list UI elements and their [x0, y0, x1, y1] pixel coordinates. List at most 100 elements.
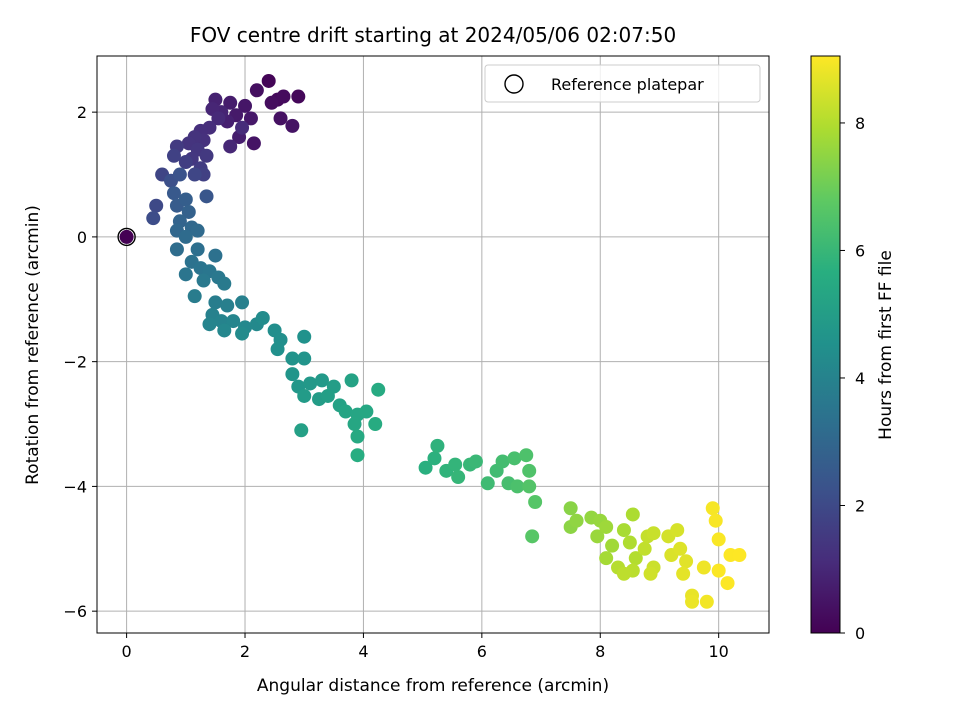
data-point-62 [220, 298, 235, 313]
data-point-49 [178, 229, 193, 244]
data-point-4 [264, 95, 279, 110]
plot-frame [96, 55, 770, 634]
data-point-126 [616, 523, 631, 538]
data-point-149 [708, 513, 723, 528]
data-point-146 [696, 560, 711, 575]
chart-title: FOV centre drift starting at 2024/05/06 … [190, 23, 676, 47]
y-tick-label-4: −6 [63, 602, 87, 621]
y-axis-ticks: 2 0 −2 −4 −6 [63, 103, 97, 621]
x-tick-label-2: 4 [358, 642, 368, 661]
data-point-147 [699, 594, 714, 609]
data-point-123 [599, 519, 614, 534]
y-tick-label-2: −2 [63, 353, 87, 372]
data-point-12 [223, 95, 238, 110]
data-point-151 [711, 563, 726, 578]
y-axis-label: Rotation from reference (arcmin) [23, 205, 43, 485]
legend-label: Reference platepar [551, 75, 704, 94]
data-point-95 [371, 382, 386, 397]
data-point-8 [246, 136, 261, 151]
data-point-51 [190, 242, 205, 257]
data-point-52 [208, 248, 223, 263]
data-point-82 [314, 373, 329, 388]
data-point-127 [625, 507, 640, 522]
x-tick-label-1: 2 [240, 642, 250, 661]
data-point-10 [243, 111, 258, 126]
data-point-36 [149, 198, 164, 213]
data-point-103 [451, 470, 466, 485]
y-tick-label-0: 2 [77, 103, 87, 122]
data-point-115 [528, 495, 543, 510]
data-point-31 [178, 155, 193, 170]
colorbar-tick-label-4: 8 [855, 114, 865, 133]
data-point-116 [525, 529, 540, 544]
data-point-72 [255, 310, 270, 325]
data-point-58 [196, 273, 211, 288]
data-point-99 [427, 451, 442, 466]
data-point-110 [507, 451, 522, 466]
data-point-129 [628, 551, 643, 566]
colorbar-gradient [810, 55, 841, 634]
data-point-44 [181, 204, 196, 219]
data-point-33 [166, 148, 181, 163]
data-point-71 [235, 326, 250, 341]
x-tick-label-0: 0 [122, 642, 132, 661]
data-point-60 [187, 289, 202, 304]
data-point-68 [217, 323, 232, 338]
legend-marker [504, 74, 524, 94]
x-tick-label-5: 10 [708, 642, 728, 661]
data-point-148 [705, 501, 720, 516]
data-point-87 [294, 423, 309, 438]
colorbar-ticks: 0 2 4 6 8 [840, 114, 865, 643]
y-tick-label-1: 0 [77, 228, 87, 247]
x-axis-ticks: 0 2 4 6 8 10 [122, 633, 729, 661]
data-point-98 [418, 460, 433, 475]
data-point-135 [646, 526, 661, 541]
data-point-75 [270, 342, 285, 357]
data-point-86 [320, 388, 335, 403]
data-point-102 [448, 457, 463, 472]
x-axis-label: Angular distance from reference (arcmin) [257, 676, 609, 696]
data-point-152 [720, 576, 735, 591]
data-point-1 [291, 89, 306, 104]
y-tick-label-3: −4 [63, 477, 87, 496]
legend-box [484, 64, 761, 103]
x-tick-label-4: 8 [595, 642, 605, 661]
colorbar-label: Hours from first FF file [876, 250, 896, 440]
data-point-128 [622, 535, 637, 550]
data-point-142 [679, 554, 694, 569]
colorbar: 0 2 4 6 8 Hours from first FF file [810, 55, 896, 643]
data-point-154 [732, 548, 747, 563]
data-point-41 [166, 186, 181, 201]
data-point-96 [368, 417, 383, 432]
data-point-3 [276, 89, 291, 104]
data-point-61 [208, 295, 223, 310]
data-point-79 [285, 367, 300, 382]
data-point-97 [350, 448, 365, 463]
data-point-106 [480, 476, 495, 491]
data-point-139 [670, 523, 685, 538]
data-point-20 [235, 120, 250, 135]
data-point-133 [637, 541, 652, 556]
data-point-59 [217, 276, 232, 291]
data-point-0 [261, 73, 276, 88]
data-point-48 [190, 223, 205, 238]
data-point-9 [238, 98, 253, 113]
data-point-81 [303, 376, 318, 391]
data-point-90 [338, 404, 353, 419]
data-point-93 [359, 404, 374, 419]
data-point-40 [199, 189, 214, 204]
data-point-66 [202, 317, 217, 332]
data-point-7 [285, 118, 300, 133]
data-point-125 [599, 551, 614, 566]
data-point-63 [235, 295, 250, 310]
data-point-112 [519, 448, 534, 463]
data-point-105 [468, 454, 483, 469]
data-point-28 [199, 148, 214, 163]
data-point-124 [605, 538, 620, 553]
data-point-55 [178, 267, 193, 282]
data-point-5 [249, 83, 264, 98]
data-point-6 [273, 111, 288, 126]
data-point-113 [522, 463, 537, 478]
data-point-122 [590, 529, 605, 544]
data-point-108 [495, 454, 510, 469]
